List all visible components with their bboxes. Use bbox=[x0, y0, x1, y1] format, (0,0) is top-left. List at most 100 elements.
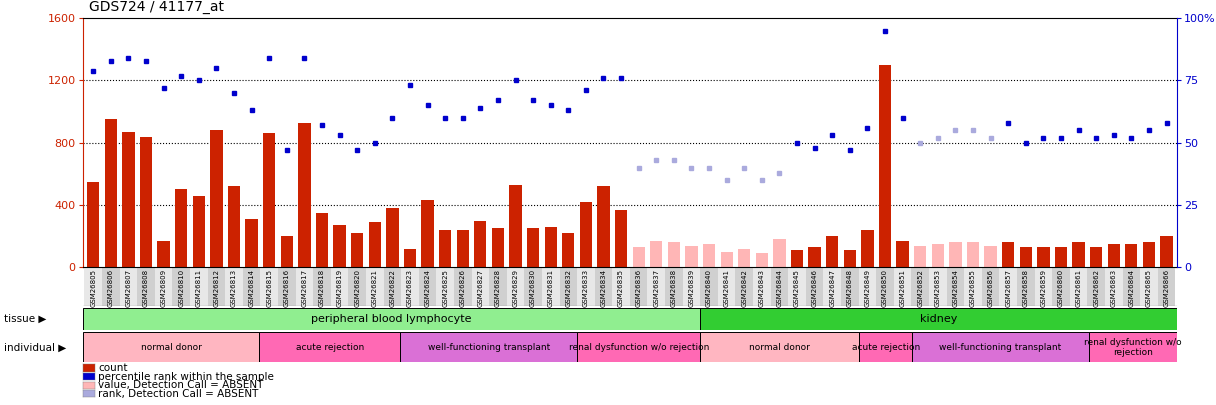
Bar bbox=[823, 267, 841, 306]
Bar bbox=[123, 132, 135, 267]
Text: renal dysfunction w/o
rejection: renal dysfunction w/o rejection bbox=[1085, 338, 1182, 357]
Text: GSM26809: GSM26809 bbox=[161, 269, 167, 307]
Text: rank, Detection Call = ABSENT: rank, Detection Call = ABSENT bbox=[98, 389, 259, 399]
Bar bbox=[717, 267, 736, 306]
Text: normal donor: normal donor bbox=[141, 343, 202, 352]
Bar bbox=[137, 267, 154, 306]
Bar bbox=[1090, 247, 1103, 267]
Bar bbox=[368, 222, 381, 267]
Bar bbox=[83, 308, 700, 330]
Bar bbox=[809, 247, 821, 267]
Bar bbox=[418, 267, 437, 306]
Bar bbox=[721, 252, 733, 267]
Text: GSM26859: GSM26859 bbox=[1041, 269, 1046, 307]
Text: GSM26815: GSM26815 bbox=[266, 269, 272, 307]
Bar bbox=[246, 219, 258, 267]
Text: value, Detection Call = ABSENT: value, Detection Call = ABSENT bbox=[98, 380, 264, 390]
Text: GSM26837: GSM26837 bbox=[653, 269, 659, 307]
Bar bbox=[437, 267, 454, 306]
Text: GSM26819: GSM26819 bbox=[337, 269, 343, 307]
Bar bbox=[192, 196, 206, 267]
Bar bbox=[298, 123, 310, 267]
Bar bbox=[1002, 242, 1014, 267]
Bar bbox=[489, 267, 507, 306]
Text: GSM26833: GSM26833 bbox=[582, 269, 589, 307]
Bar bbox=[860, 332, 912, 362]
Bar bbox=[491, 228, 505, 267]
Text: GSM26857: GSM26857 bbox=[1006, 269, 1012, 307]
Bar bbox=[682, 267, 700, 306]
Bar bbox=[861, 230, 873, 267]
Bar bbox=[753, 267, 771, 306]
Text: GSM26814: GSM26814 bbox=[248, 269, 254, 307]
Text: GSM26830: GSM26830 bbox=[530, 269, 536, 307]
Bar bbox=[736, 267, 753, 306]
Bar bbox=[630, 267, 647, 306]
Text: GSM26816: GSM26816 bbox=[283, 269, 289, 307]
Text: GSM26826: GSM26826 bbox=[460, 269, 466, 307]
Bar bbox=[401, 267, 418, 306]
Text: GDS724 / 41177_at: GDS724 / 41177_at bbox=[89, 0, 224, 14]
Bar bbox=[985, 245, 997, 267]
Bar bbox=[806, 267, 823, 306]
Bar bbox=[1125, 244, 1137, 267]
Text: GSM26821: GSM26821 bbox=[372, 269, 378, 307]
Bar bbox=[545, 227, 557, 267]
Text: GSM26843: GSM26843 bbox=[759, 269, 765, 307]
Text: GSM26812: GSM26812 bbox=[214, 269, 219, 307]
Bar bbox=[1143, 242, 1155, 267]
Bar bbox=[225, 267, 243, 306]
Text: GSM26866: GSM26866 bbox=[1164, 269, 1170, 307]
Bar bbox=[912, 332, 1088, 362]
Text: GSM26852: GSM26852 bbox=[917, 269, 923, 307]
Text: renal dysfunction w/o rejection: renal dysfunction w/o rejection bbox=[569, 343, 709, 352]
Bar bbox=[387, 208, 399, 267]
Bar bbox=[790, 250, 804, 267]
Bar bbox=[665, 267, 682, 306]
Bar bbox=[210, 130, 223, 267]
Text: GSM26807: GSM26807 bbox=[125, 269, 131, 307]
Bar bbox=[788, 267, 806, 306]
Bar bbox=[84, 267, 102, 306]
Bar bbox=[263, 133, 275, 267]
Bar bbox=[1087, 267, 1105, 306]
Text: GSM26805: GSM26805 bbox=[90, 269, 96, 307]
Text: GSM26853: GSM26853 bbox=[935, 269, 941, 307]
Bar bbox=[1037, 247, 1049, 267]
Text: GSM26813: GSM26813 bbox=[231, 269, 237, 307]
Bar bbox=[527, 228, 539, 267]
Bar bbox=[1105, 267, 1122, 306]
Bar bbox=[912, 267, 929, 306]
Bar bbox=[1035, 267, 1052, 306]
Text: GSM26820: GSM26820 bbox=[354, 269, 360, 307]
Text: GSM26842: GSM26842 bbox=[742, 269, 748, 307]
Bar bbox=[175, 190, 187, 267]
Bar bbox=[576, 332, 700, 362]
Bar bbox=[703, 244, 715, 267]
Text: individual ▶: individual ▶ bbox=[4, 342, 66, 352]
Bar bbox=[510, 185, 522, 267]
Text: GSM26806: GSM26806 bbox=[108, 269, 114, 307]
Bar bbox=[456, 230, 469, 267]
Bar bbox=[595, 267, 613, 306]
Text: GSM26848: GSM26848 bbox=[846, 269, 852, 307]
Bar bbox=[914, 245, 927, 267]
Bar bbox=[1070, 267, 1087, 306]
Text: GSM26811: GSM26811 bbox=[196, 269, 202, 307]
Text: GSM26862: GSM26862 bbox=[1093, 269, 1099, 307]
Bar bbox=[879, 65, 891, 267]
Bar bbox=[844, 250, 856, 267]
Bar bbox=[173, 267, 190, 306]
Text: GSM26860: GSM26860 bbox=[1058, 269, 1064, 307]
Text: normal donor: normal donor bbox=[749, 343, 810, 352]
Bar bbox=[668, 242, 680, 267]
Bar bbox=[1141, 267, 1158, 306]
Bar bbox=[858, 267, 877, 306]
Text: GSM26851: GSM26851 bbox=[900, 269, 906, 307]
Bar bbox=[383, 267, 401, 306]
Text: percentile rank within the sample: percentile rank within the sample bbox=[98, 372, 275, 382]
Bar bbox=[439, 230, 451, 267]
Bar bbox=[400, 332, 576, 362]
Bar bbox=[615, 210, 627, 267]
Text: GSM26834: GSM26834 bbox=[601, 269, 607, 307]
